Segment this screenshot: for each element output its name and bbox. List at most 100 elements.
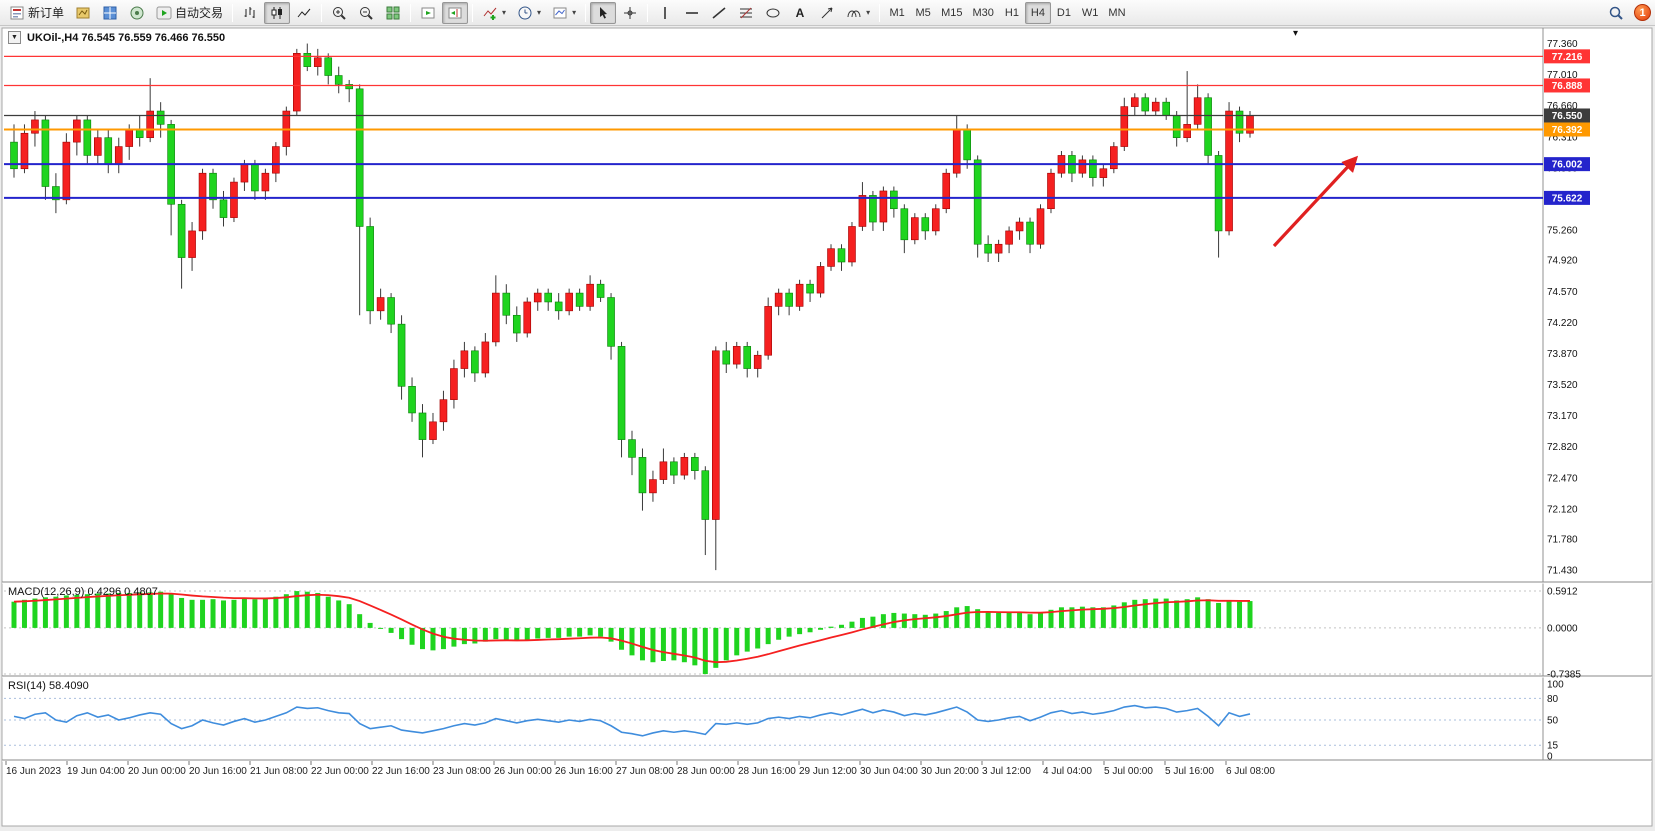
- templates-icon: [553, 7, 567, 18]
- timeframe-H4[interactable]: H4: [1024, 1, 1051, 24]
- tester-button[interactable]: [70, 2, 96, 24]
- svg-text:76.392: 76.392: [1552, 125, 1583, 136]
- charts-grid-button[interactable]: [97, 2, 123, 24]
- crosshair-icon: [624, 6, 637, 19]
- bar-chart-button[interactable]: [237, 2, 263, 24]
- fibonacci-button[interactable]: [733, 2, 759, 24]
- chart-scroll-end-icon[interactable]: ▾: [1293, 28, 1299, 39]
- autotrade-icon: [156, 6, 172, 19]
- vertical-line-icon: [664, 6, 666, 19]
- svg-text:76.002: 76.002: [1552, 160, 1583, 171]
- horizontal-line-icon: [686, 11, 699, 14]
- text-label-button[interactable]: A: [787, 2, 813, 24]
- shapes-ellipse-icon: [766, 8, 780, 17]
- vertical-line-button[interactable]: [652, 2, 678, 24]
- autotrade-button[interactable]: 自动交易: [151, 2, 228, 24]
- svg-text:72.820: 72.820: [1547, 442, 1578, 453]
- chart-symbol-header: ▼ UKOil-,H4 76.545 76.559 76.466 76.550: [8, 31, 225, 44]
- periods-button[interactable]: ▾: [512, 2, 546, 24]
- svg-text:74.570: 74.570: [1547, 287, 1578, 298]
- svg-text:71.780: 71.780: [1547, 535, 1578, 546]
- svg-text:73.870: 73.870: [1547, 349, 1578, 360]
- chart-shift-icon: [448, 7, 462, 18]
- tile-windows-button[interactable]: [380, 2, 406, 24]
- svg-text:73.170: 73.170: [1547, 411, 1578, 422]
- arrows-button[interactable]: [814, 2, 840, 24]
- search-icon: [1609, 6, 1623, 20]
- svg-text:20 Jun 00:00: 20 Jun 00:00: [128, 766, 186, 777]
- toolbar-separator: [585, 3, 587, 22]
- time-axis[interactable]: 16 Jun 2023 19 Jun 04:00 20 Jun 00:00 20 Ju…: [5, 761, 1275, 777]
- price-levels-layer[interactable]: 77.216 76.888 76.550 76.392 76.002 75.622: [4, 49, 1590, 248]
- svg-text:3 Jul 12:00: 3 Jul 12:00: [982, 766, 1031, 777]
- timeframe-M30[interactable]: M30: [972, 6, 994, 19]
- svg-text:77.216: 77.216: [1552, 52, 1583, 63]
- svg-text:80: 80: [1547, 694, 1559, 705]
- svg-text:74.920: 74.920: [1547, 256, 1578, 267]
- svg-text:5 Jul 16:00: 5 Jul 16:00: [1165, 766, 1214, 777]
- auto-scroll-button[interactable]: [415, 2, 441, 24]
- svg-text:-0.7385: -0.7385: [1547, 669, 1581, 680]
- svg-text:100: 100: [1547, 680, 1564, 691]
- timeframe-H1[interactable]: H1: [1004, 6, 1019, 19]
- svg-text:26 Jun 00:00: 26 Jun 00:00: [494, 766, 552, 777]
- notification-count: 1: [1639, 6, 1646, 19]
- timeframe-M15[interactable]: M15: [941, 6, 963, 19]
- cycle-lines-button[interactable]: ▾: [841, 2, 875, 24]
- zoom-out-button[interactable]: [353, 2, 379, 24]
- svg-text:6 Jul 08:00: 6 Jul 08:00: [1226, 766, 1275, 777]
- price-badge: [1544, 157, 1590, 172]
- line-chart-button[interactable]: [291, 2, 317, 24]
- price-badge: [1544, 190, 1590, 205]
- timeframe-MN[interactable]: MN: [1108, 6, 1126, 19]
- templates-button[interactable]: ▾: [547, 2, 581, 24]
- cursor-button[interactable]: [590, 1, 617, 24]
- svg-text:76.660: 76.660: [1547, 101, 1578, 112]
- svg-text:71.430: 71.430: [1547, 566, 1578, 577]
- toolbar-separator: [472, 3, 474, 22]
- text-icon: A: [796, 6, 805, 20]
- timeframe-W1[interactable]: W1: [1081, 6, 1099, 19]
- timeframe-M1[interactable]: M1: [889, 6, 905, 19]
- price-badge: [1544, 78, 1590, 93]
- new-order-button[interactable]: 新订单: [4, 2, 69, 24]
- shapes-button[interactable]: [760, 2, 786, 24]
- candlestick-chart-button[interactable]: [264, 1, 291, 24]
- zoom-in-icon: [333, 6, 346, 20]
- toolbar-separator: [321, 3, 323, 22]
- notification-badge[interactable]: 1: [1634, 4, 1651, 21]
- chevron-down-icon: ▾: [537, 7, 542, 17]
- rsi-line: [13, 704, 1251, 737]
- zoom-in-button[interactable]: [326, 2, 352, 24]
- crosshair-button[interactable]: [617, 2, 643, 24]
- autotrade-label: 自动交易: [175, 6, 224, 20]
- line-chart-icon: [297, 8, 311, 17]
- indicators-button[interactable]: ▾: [477, 2, 511, 24]
- navigator-button[interactable]: [124, 2, 150, 24]
- navigator-icon: [130, 6, 144, 19]
- timeframe-D1[interactable]: D1: [1056, 6, 1071, 19]
- svg-text:75.622: 75.622: [1552, 193, 1583, 204]
- macd-panel: 0.5912 0.0000 -0.7385: [4, 587, 1581, 680]
- svg-text:27 Jun 08:00: 27 Jun 08:00: [616, 766, 674, 777]
- main-toolbar: 新订单 自动交易 ▾ ▾: [0, 0, 1655, 26]
- chart-title-text: UKOil-,H4 76.545 76.559 76.466 76.550: [27, 31, 226, 44]
- horizontal-line-button[interactable]: [679, 2, 705, 24]
- rsi-indicator-label: RSI(14) 58.4090: [8, 680, 89, 692]
- svg-text:0.5912: 0.5912: [1547, 587, 1578, 598]
- svg-text:19 Jun 04:00: 19 Jun 04:00: [67, 766, 125, 777]
- chart-shift-button[interactable]: [442, 1, 469, 24]
- toolbar-separator: [232, 3, 234, 22]
- annotation-arrow[interactable]: [1272, 155, 1359, 248]
- price-badge: [1544, 108, 1590, 123]
- svg-text:23 Jun 08:00: 23 Jun 08:00: [433, 766, 491, 777]
- svg-text:30 Jun 20:00: 30 Jun 20:00: [921, 766, 979, 777]
- collapse-chart-button[interactable]: ▼: [8, 31, 21, 44]
- candlestick-chart-icon: [271, 6, 283, 19]
- search-button[interactable]: [1603, 2, 1629, 24]
- timeframe-M5[interactable]: M5: [915, 6, 931, 19]
- zoom-out-icon: [360, 6, 373, 20]
- svg-text:72.120: 72.120: [1547, 504, 1578, 515]
- trendline-button[interactable]: [706, 2, 732, 24]
